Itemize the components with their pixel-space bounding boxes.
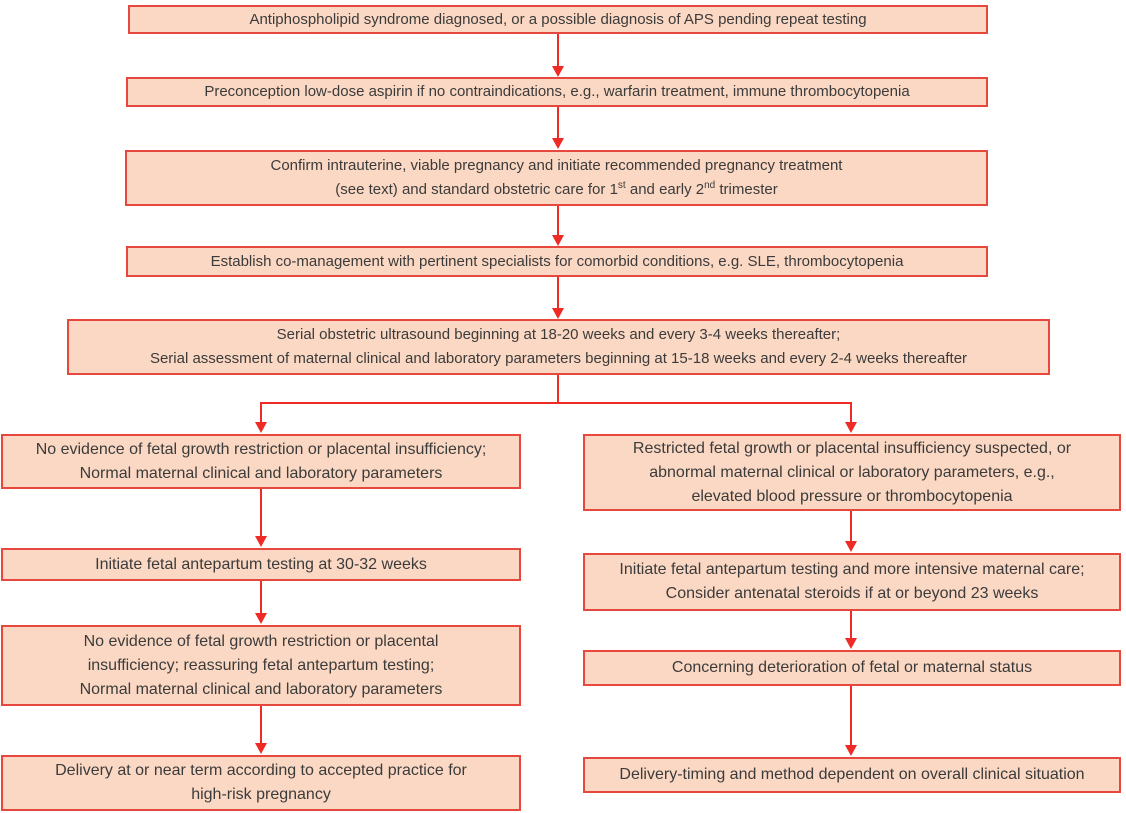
flow-box-aps-diagnosis: Antiphospholipid syndrome diagnosed, or … bbox=[128, 5, 988, 34]
box-text-line: abnormal maternal clinical or laboratory… bbox=[649, 463, 1055, 481]
box-text-line: Preconception low-dose aspirin if no con… bbox=[204, 83, 910, 100]
arrow-down-right-1 bbox=[845, 511, 857, 552]
flow-box-serial-monitoring: Serial obstetric ultrasound beginning at… bbox=[67, 319, 1050, 375]
flow-box-no-evidence-reassuring: No evidence of fetal growth restriction … bbox=[1, 625, 521, 706]
box-text-line: (see text) and standard obstetric care f… bbox=[335, 178, 777, 202]
flow-box-delivery-timing: Delivery-timing and method dependent on … bbox=[583, 757, 1121, 793]
box-text-segment: (see text) and standard obstetric care f… bbox=[335, 181, 618, 198]
box-text-line: Normal maternal clinical and laboratory … bbox=[79, 464, 443, 482]
box-text-line: Serial obstetric ultrasound beginning at… bbox=[276, 326, 841, 343]
box-text-line: Normal maternal clinical and laboratory … bbox=[79, 680, 443, 698]
arrow-down-left-3 bbox=[255, 706, 267, 754]
box-text-line: Initiate fetal antepartum testing and mo… bbox=[619, 561, 1085, 578]
box-text-line: No evidence of fetal growth restriction … bbox=[83, 632, 439, 650]
box-text-line: Antiphospholipid syndrome diagnosed, or … bbox=[249, 10, 867, 28]
arrow-down-right-2 bbox=[845, 611, 857, 649]
box-text-line: high-risk pregnancy bbox=[191, 786, 331, 803]
box-text-line: Concerning deterioration of fetal or mat… bbox=[671, 659, 1033, 676]
arrow-down-4 bbox=[552, 277, 564, 319]
arrow-down-3 bbox=[552, 206, 564, 246]
arrow-down-left-1 bbox=[255, 489, 267, 547]
flow-box-confirm-pregnancy: Confirm intrauterine, viable pregnancy a… bbox=[125, 150, 988, 206]
flow-box-deterioration: Concerning deterioration of fetal or mat… bbox=[583, 650, 1121, 686]
box-text-line: Delivery at or near term according to ac… bbox=[55, 762, 467, 779]
box-text-line: Initiate fetal antepartum testing at 30-… bbox=[95, 555, 427, 573]
arrow-down-right-3 bbox=[845, 686, 857, 756]
box-text-line: No evidence of fetal growth restriction … bbox=[35, 440, 487, 458]
box-text-line: Consider antenatal steroids if at or bey… bbox=[665, 585, 1039, 602]
flow-box-restricted-growth: Restricted fetal growth or placental ins… bbox=[583, 434, 1121, 511]
box-text-segment: trimester bbox=[715, 181, 778, 198]
branch-connector bbox=[255, 375, 857, 433]
flow-box-no-evidence-restriction: No evidence of fetal growth restriction … bbox=[1, 434, 521, 489]
flow-box-initiate-testing-30-32: Initiate fetal antepartum testing at 30-… bbox=[1, 548, 521, 581]
box-text-line: Confirm intrauterine, viable pregnancy a… bbox=[270, 157, 843, 174]
box-text-line: Delivery-timing and method dependent on … bbox=[619, 766, 1085, 783]
flow-box-delivery-term: Delivery at or near term according to ac… bbox=[1, 755, 521, 811]
box-text-line: elevated blood pressure or thrombocytope… bbox=[691, 487, 1013, 505]
flow-box-testing-intensive-care: Initiate fetal antepartum testing and mo… bbox=[583, 553, 1121, 611]
arrow-down-1 bbox=[552, 34, 564, 77]
flow-box-preconception-aspirin: Preconception low-dose aspirin if no con… bbox=[126, 77, 988, 107]
box-text-line: insufficiency; reassuring fetal antepart… bbox=[87, 656, 435, 674]
arrow-down-left-2 bbox=[255, 581, 267, 624]
box-text-line: Establish co-management with pertinent s… bbox=[210, 252, 904, 270]
box-text-segment: and early 2 bbox=[625, 181, 705, 198]
box-text-line: Serial assessment of maternal clinical a… bbox=[149, 350, 968, 367]
ordinal-superscript: st bbox=[617, 180, 626, 191]
flow-box-comanagement: Establish co-management with pertinent s… bbox=[126, 246, 988, 277]
arrow-down-2 bbox=[552, 107, 564, 149]
box-text-line: Restricted fetal growth or placental ins… bbox=[632, 439, 1072, 457]
ordinal-superscript: nd bbox=[704, 180, 716, 191]
